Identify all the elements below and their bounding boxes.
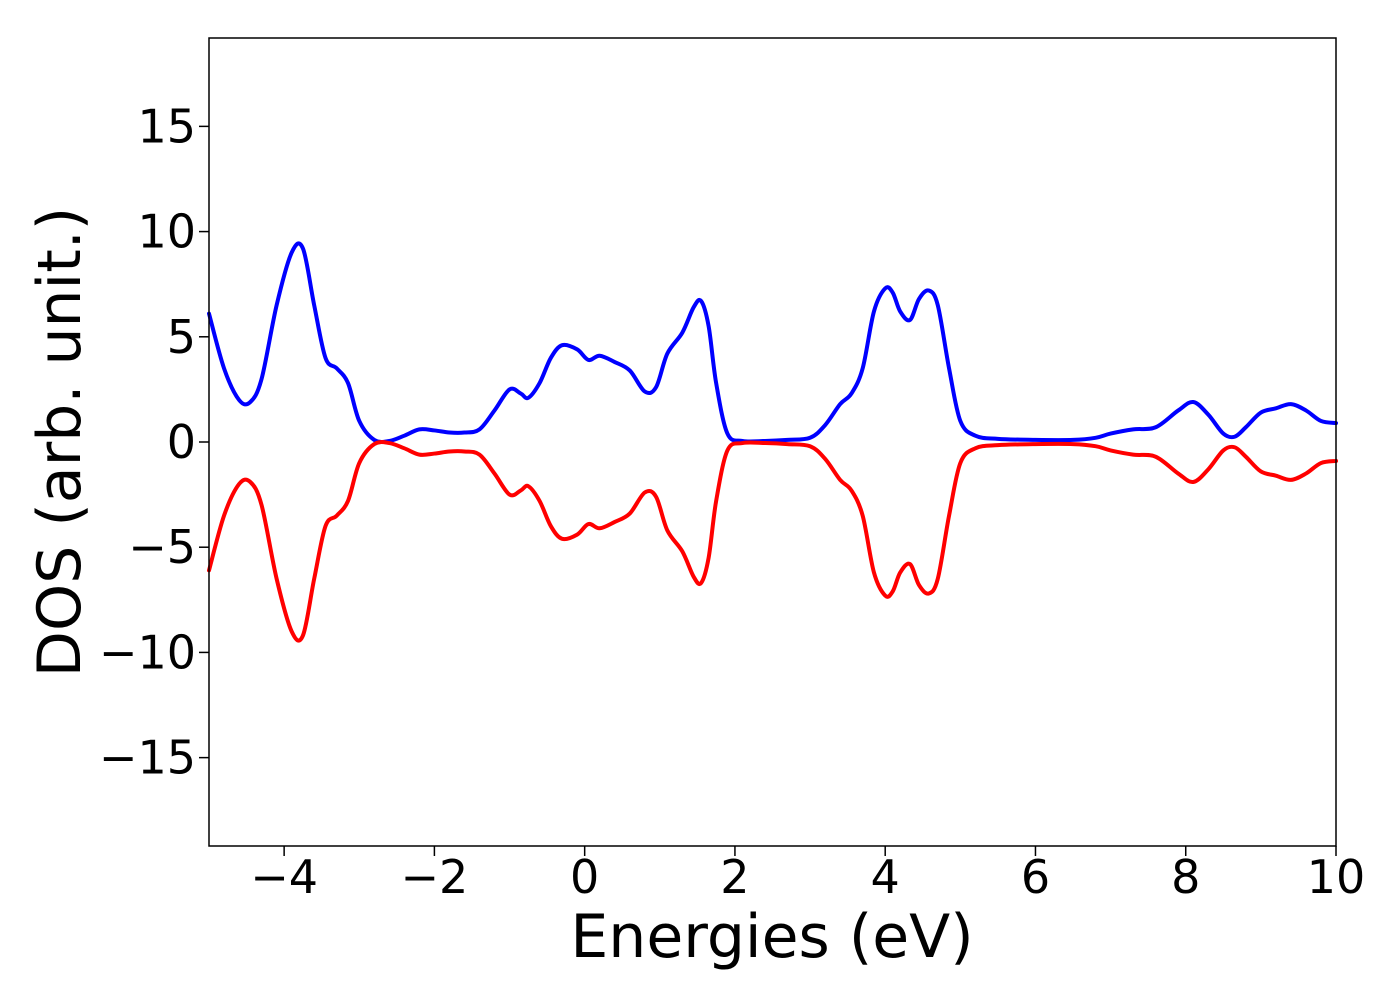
y-tick-label: −5 — [128, 520, 196, 574]
x-tick-label: −2 — [400, 850, 468, 904]
y-tick-label: −15 — [99, 731, 196, 785]
x-tick-label: 0 — [570, 850, 599, 904]
y-tick-label: 15 — [137, 99, 196, 153]
y-tick-label: 5 — [167, 310, 196, 364]
x-tick-label: 10 — [1307, 850, 1366, 904]
x-axis: −4 −2 0 2 4 6 8 10 — [250, 846, 1365, 904]
x-tick-label: 6 — [1021, 850, 1050, 904]
y-tick-label: 10 — [137, 205, 196, 259]
x-tick-label: 2 — [720, 850, 749, 904]
x-tick-label: 4 — [871, 850, 900, 904]
y-tick-label: 0 — [167, 415, 196, 469]
series-line-spin-up — [207, 241, 1338, 444]
series-layer — [207, 241, 1338, 643]
x-axis-label: Energies (eV) — [570, 902, 973, 972]
x-tick-label: 8 — [1171, 850, 1200, 904]
y-tick-label: −10 — [99, 625, 196, 679]
y-axis-label: DOS (arb. unit.) — [25, 207, 95, 677]
x-tick-label: −4 — [250, 850, 318, 904]
y-axis: −15 −10 −5 0 5 10 15 — [99, 99, 209, 785]
series-line-spin-down — [207, 440, 1338, 643]
